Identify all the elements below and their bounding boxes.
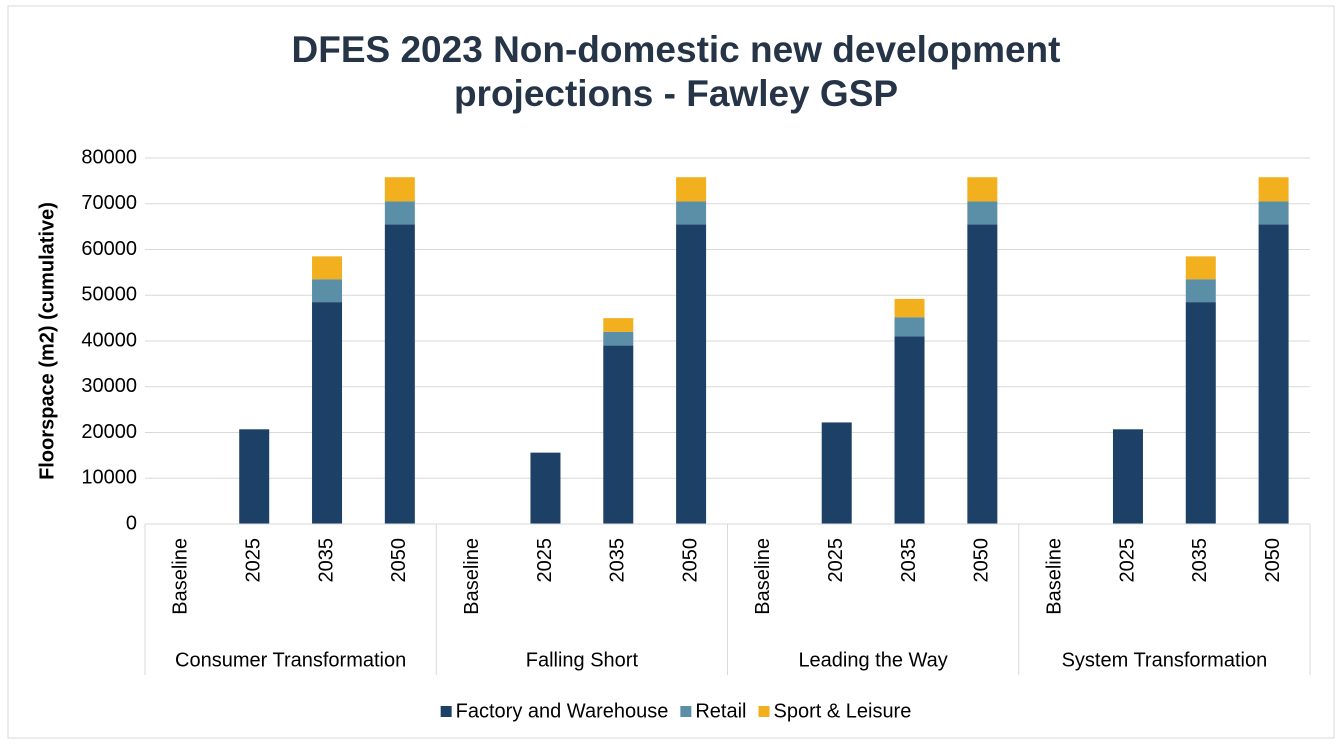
x-tick-label: Baseline <box>461 538 483 615</box>
y-tick-label: 30000 <box>81 375 137 397</box>
group-label: Consumer Transformation <box>175 649 406 671</box>
legend-swatch <box>680 706 692 717</box>
x-tick-label: Baseline <box>1043 538 1065 615</box>
bar-segment <box>384 224 415 524</box>
y-tick-label: 70000 <box>81 192 137 214</box>
legend: Factory and Warehouse Retail Sport & Leisu… <box>440 700 911 722</box>
group-label: Falling Short <box>526 649 639 671</box>
y-tick-label: 80000 <box>81 146 137 168</box>
x-tick-label: 2025 <box>243 538 265 583</box>
y-tick-label: 0 <box>126 512 137 534</box>
bar-segment <box>967 224 998 524</box>
bar-segment <box>603 345 634 524</box>
x-tick-label: 2035 <box>898 538 920 583</box>
y-tick-label: 50000 <box>81 284 137 306</box>
y-tick-label: 20000 <box>81 421 137 443</box>
legend-label: Factory and Warehouse <box>456 700 669 722</box>
x-tick-label: 2035 <box>607 538 629 583</box>
x-tick-label: Baseline <box>170 538 192 615</box>
bar-segment <box>312 279 343 303</box>
bar-segment <box>1258 201 1289 225</box>
chart-border <box>7 5 1335 739</box>
x-tick-label: 2025 <box>534 538 556 583</box>
bar-segment <box>967 177 998 202</box>
bar-segment <box>1185 279 1216 303</box>
bar-segment <box>894 317 925 337</box>
y-tick-label: 10000 <box>81 467 137 489</box>
bar-segment <box>603 331 634 346</box>
x-tick-label: 2025 <box>1116 538 1138 583</box>
bar-segment <box>603 318 634 332</box>
x-tick-label: 2050 <box>679 538 701 583</box>
x-tick-label: Baseline <box>752 538 774 615</box>
x-tick-label: 2050 <box>388 538 410 583</box>
bar-segment <box>1185 302 1216 524</box>
bar-segment <box>967 201 998 225</box>
x-tick-label: 2035 <box>315 538 337 583</box>
legend-label: Retail <box>695 700 746 722</box>
bar-segment <box>1112 429 1143 524</box>
bar-segment <box>676 201 707 225</box>
bar-segment <box>530 452 561 524</box>
legend-swatch <box>440 706 452 717</box>
x-tick-label: 2025 <box>825 538 847 583</box>
bar-segment <box>312 302 343 524</box>
x-tick-label: 2035 <box>1189 538 1211 583</box>
group-label: System Transformation <box>1062 649 1268 671</box>
chart-title: DFES 2023 Non-domestic new development pr… <box>292 29 1061 114</box>
legend-swatch <box>758 706 770 717</box>
title-line: DFES 2023 Non-domestic new development <box>292 29 1061 70</box>
bar-segment <box>1258 224 1289 524</box>
y-axis-label: Floorspace (m2) (cumulative) <box>36 202 58 480</box>
bar-segment <box>676 224 707 524</box>
bar-segment <box>1185 256 1216 280</box>
bar-segment <box>676 177 707 202</box>
legend-label: Sport & Leisure <box>773 700 911 722</box>
x-tick-label: 2050 <box>971 538 993 583</box>
bar-segment <box>1258 177 1289 202</box>
group-label: Leading the Way <box>798 649 947 671</box>
y-tick-label: 60000 <box>81 238 137 260</box>
bar-segment <box>894 336 925 524</box>
title-line: projections - Fawley GSP <box>454 73 898 114</box>
bar-segment <box>384 177 415 202</box>
y-tick-label: 40000 <box>81 329 137 351</box>
bar-segment <box>821 422 852 524</box>
bar-segment <box>312 256 343 280</box>
x-tick-label: 2050 <box>1262 538 1284 583</box>
bar-segment <box>894 298 925 318</box>
bar-segment <box>239 429 270 524</box>
bar-segment <box>384 201 415 225</box>
